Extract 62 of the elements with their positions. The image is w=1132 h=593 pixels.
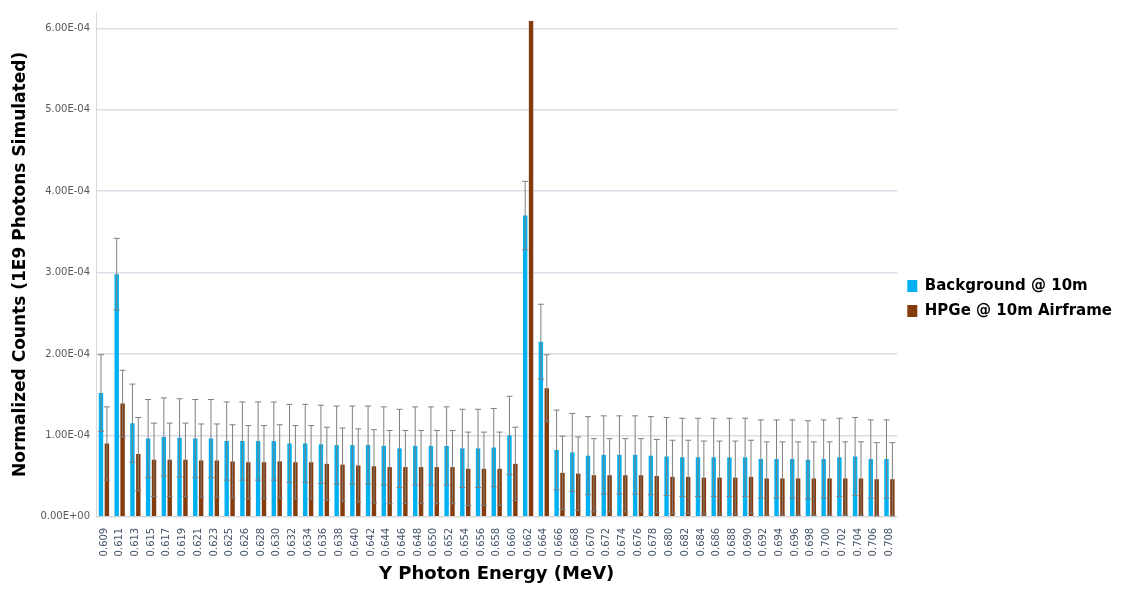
x-tick-label: 0.692 — [757, 527, 769, 557]
x-tick-label: 0.634 — [301, 527, 313, 557]
x-tick-label: 0.623 — [207, 527, 219, 557]
x-tick-label: 0.678 — [647, 527, 659, 557]
y-tick-label: 6.00E-04 — [45, 21, 91, 33]
x-tick-label: 0.644 — [380, 527, 392, 557]
legend-label: Background @ 10m — [924, 275, 1088, 294]
x-tick-label: 0.674 — [615, 527, 627, 557]
x-tick-label: 0.652 — [443, 527, 455, 557]
x-tick-label: 0.704 — [851, 527, 863, 557]
x-tick-label: 0.619 — [176, 527, 188, 557]
x-tick-label: 0.672 — [600, 527, 612, 557]
x-tick-label: 0.650 — [427, 527, 439, 557]
x-tick-label: 0.690 — [741, 527, 753, 557]
x-tick-label: 0.656 — [474, 527, 486, 557]
x-tick-label: 0.706 — [867, 527, 879, 557]
y-axis-title: Normalized Counts (1E9 Photons Simulated) — [8, 51, 29, 477]
legend-label: HPGe @ 10m Airframe — [924, 300, 1112, 319]
x-tick-label: 0.684 — [694, 527, 706, 557]
x-tick-label: 0.696 — [788, 527, 800, 557]
y-tick-label: 3.00E-04 — [45, 266, 91, 278]
x-tick-label: 0.638 — [333, 527, 345, 557]
x-tick-label: 0.615 — [144, 527, 156, 557]
x-tick-label: 0.688 — [725, 527, 737, 557]
y-tick-label: 2.00E-04 — [45, 347, 91, 359]
x-tick-label: 0.632 — [286, 527, 298, 557]
x-tick-label: 0.609 — [97, 527, 109, 557]
x-tick-label: 0.617 — [160, 527, 172, 557]
x-tick-label: 0.654 — [458, 527, 470, 557]
x-tick-label: 0.642 — [364, 527, 376, 557]
x-tick-label: 0.636 — [317, 527, 329, 557]
x-tick-label: 0.666 — [553, 527, 565, 557]
x-tick-label: 0.698 — [804, 527, 816, 557]
x-tick-label: 0.626 — [238, 527, 250, 557]
x-tick-label: 0.648 — [411, 527, 423, 557]
x-tick-label: 0.708 — [883, 527, 895, 557]
x-tick-label: 0.680 — [663, 527, 675, 557]
x-tick-label: 0.658 — [490, 527, 502, 557]
x-tick-label: 0.694 — [773, 527, 785, 557]
x-tick-label: 0.640 — [348, 527, 360, 557]
x-tick-label: 0.625 — [223, 527, 235, 557]
y-tick-label: 5.00E-04 — [45, 103, 91, 115]
x-tick-label: 0.621 — [191, 527, 203, 557]
y-tick-label: 4.00E-04 — [45, 184, 91, 196]
x-tick-label: 0.682 — [678, 527, 690, 557]
x-tick-label: 0.662 — [521, 527, 533, 557]
x-tick-label: 0.670 — [584, 527, 596, 557]
x-tick-label: 0.702 — [835, 527, 847, 557]
x-tick-label: 0.660 — [506, 527, 517, 557]
x-tick-label: 0.668 — [568, 527, 580, 557]
x-tick-label: 0.686 — [710, 527, 722, 557]
x-tick-label: 0.630 — [270, 527, 282, 557]
x-tick-label: 0.700 — [820, 527, 832, 557]
x-tick-label: 0.611 — [113, 527, 125, 557]
x-tick-label: 0.676 — [631, 527, 643, 557]
x-tick-label: 0.664 — [537, 527, 549, 557]
x-axis-title: Y Photon Energy (MeV) — [378, 561, 615, 583]
y-tick-label: 1.00E-04 — [45, 428, 91, 440]
x-tick-label: 0.646 — [396, 527, 408, 557]
x-tick-label: 0.613 — [128, 527, 140, 557]
x-tick-label: 0.628 — [254, 527, 266, 557]
y-tick-label: 0.00E+00 — [40, 510, 91, 522]
